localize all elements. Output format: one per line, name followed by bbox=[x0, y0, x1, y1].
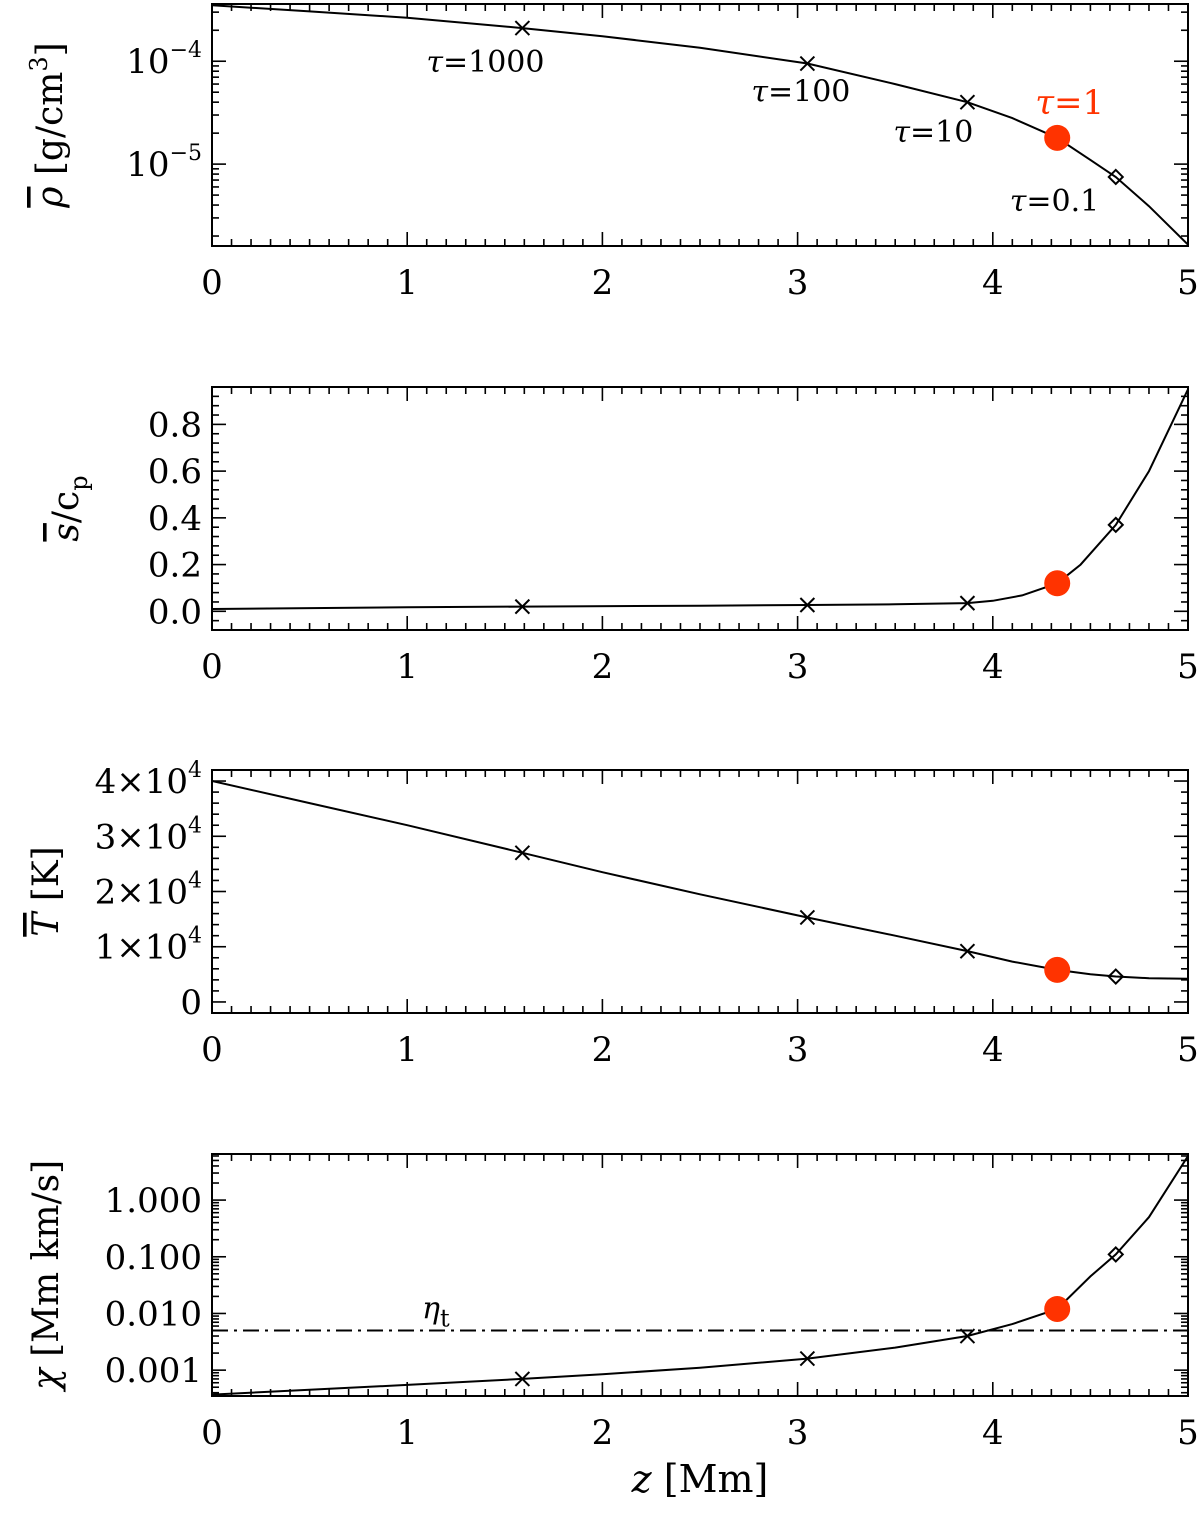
diamond-marker bbox=[1107, 168, 1125, 186]
x-tick-label-1: 1 bbox=[396, 1030, 418, 1070]
y-tick-label-0-4: 0.4 bbox=[148, 499, 202, 539]
y-tick-label-0-0: 0.0 bbox=[148, 592, 202, 632]
tau-1-dot bbox=[1044, 1295, 1071, 1322]
y-tick-label-0-6: 0.6 bbox=[148, 452, 202, 492]
x-tick-label-2: 2 bbox=[592, 263, 614, 303]
x-marker bbox=[799, 1350, 816, 1367]
x-tick-label-3: 3 bbox=[787, 647, 809, 687]
x-marker bbox=[514, 598, 531, 615]
x-marker bbox=[514, 1371, 531, 1387]
y-tick-label-0-001: 0.001 bbox=[105, 1351, 202, 1391]
x-tick-label-0: 0 bbox=[201, 263, 223, 303]
profile-curve bbox=[212, 388, 1188, 610]
diamond-marker bbox=[1107, 516, 1125, 534]
profile-curve bbox=[212, 1155, 1188, 1396]
x-tick-label-0: 0 bbox=[201, 1413, 223, 1453]
x-marker bbox=[959, 943, 976, 959]
tau-1-dot bbox=[1044, 124, 1071, 151]
y-tick-label-4-10: 4×104 bbox=[95, 758, 202, 802]
x-marker bbox=[799, 55, 816, 72]
x-tick-label-3: 3 bbox=[787, 1413, 809, 1453]
y-axis-label: s/cp bbox=[46, 475, 93, 541]
diffusivity-panel: 0 1 2 3 4 5 0.001 0.010 0.100 1.000 χ [Mm km/s] ηt z… bbox=[26, 1153, 1199, 1501]
tau-label-0-1: τ=0.1 bbox=[1010, 184, 1099, 219]
density-panel: 0 1 2 3 4 5 10−4 10−5 ρ [g/cm3] τ=1000 τ=100 τ=10 τ=… bbox=[25, 3, 1199, 303]
tau-1-dot bbox=[1044, 956, 1071, 983]
x-tick-label-5: 5 bbox=[1177, 1030, 1199, 1070]
x-tick-label-4: 4 bbox=[982, 1030, 1004, 1070]
x-tick-label-5: 5 bbox=[1177, 647, 1199, 687]
profile-curve bbox=[212, 4, 1188, 246]
profile-curve bbox=[212, 780, 1188, 980]
x-tick-label-3: 3 bbox=[787, 1030, 809, 1070]
x-tick-label-0: 0 bbox=[201, 1030, 223, 1070]
y-axis-label: ρ [g/cm3] bbox=[25, 42, 71, 208]
y-axis-label: T [K] bbox=[26, 846, 67, 936]
x-marker bbox=[799, 597, 816, 613]
x-marker bbox=[514, 845, 531, 861]
y-tick-label-0-8: 0.8 bbox=[148, 405, 202, 445]
tau-label-1000: τ=1000 bbox=[426, 45, 544, 80]
x-marker bbox=[959, 1328, 976, 1344]
y-tick-label-1-000: 1.000 bbox=[105, 1181, 202, 1221]
tau-label-1: τ=1 bbox=[1035, 83, 1104, 123]
x-tick-label-0: 0 bbox=[201, 647, 223, 687]
diamond-marker bbox=[1107, 1246, 1125, 1263]
x-axis-label: z [Mm] bbox=[631, 1457, 769, 1501]
y-tick-label-0: 0 bbox=[180, 983, 202, 1023]
diamond-marker bbox=[1107, 968, 1125, 985]
x-tick-label-5: 5 bbox=[1177, 263, 1199, 303]
x-tick-label-1: 1 bbox=[396, 647, 418, 687]
tau-label-100: τ=100 bbox=[751, 75, 850, 110]
x-tick-label-4: 4 bbox=[982, 1413, 1004, 1453]
temperature-panel: 0 1 2 3 4 5 0 1×104 2×104 3×104 4×104 T [K] bbox=[26, 758, 1199, 1070]
y-tick-label-10-4: 10−4 bbox=[126, 38, 202, 82]
plot-frame bbox=[211, 769, 1189, 1014]
y-tick-label-0-010: 0.010 bbox=[105, 1294, 202, 1334]
y-axis-label: χ [Mm km/s] bbox=[26, 1160, 67, 1393]
x-tick-label-4: 4 bbox=[982, 263, 1004, 303]
x-tick-label-2: 2 bbox=[592, 647, 614, 687]
x-tick-label-2: 2 bbox=[592, 1413, 614, 1453]
eta-t-label: ηt bbox=[422, 1292, 450, 1333]
y-tick-label-0-100: 0.100 bbox=[105, 1238, 202, 1278]
x-marker bbox=[514, 20, 531, 36]
x-marker bbox=[959, 94, 976, 110]
y-tick-label-1-10: 1×104 bbox=[95, 924, 202, 968]
x-tick-label-5: 5 bbox=[1177, 1413, 1199, 1453]
x-marker bbox=[799, 909, 816, 926]
y-tick-label-0-2: 0.2 bbox=[148, 546, 202, 586]
plot-frame bbox=[211, 386, 1189, 631]
tau-1-dot bbox=[1044, 570, 1071, 597]
x-tick-label-4: 4 bbox=[982, 647, 1004, 687]
y-tick-label-3-10: 3×104 bbox=[95, 813, 202, 857]
x-tick-label-1: 1 bbox=[396, 263, 418, 303]
plot-frame bbox=[211, 1153, 1189, 1397]
y-tick-label-10-5: 10−5 bbox=[126, 141, 202, 185]
y-tick-label-2-10: 2×104 bbox=[95, 869, 202, 913]
tau-label-10: τ=10 bbox=[893, 115, 973, 150]
x-tick-label-1: 1 bbox=[396, 1413, 418, 1453]
x-tick-label-2: 2 bbox=[592, 1030, 614, 1070]
x-marker bbox=[959, 595, 976, 611]
entropy-panel: 0 1 2 3 4 5 0.0 0.2 0.4 0.6 0.8 s/cp bbox=[46, 386, 1199, 687]
x-tick-label-3: 3 bbox=[787, 263, 809, 303]
